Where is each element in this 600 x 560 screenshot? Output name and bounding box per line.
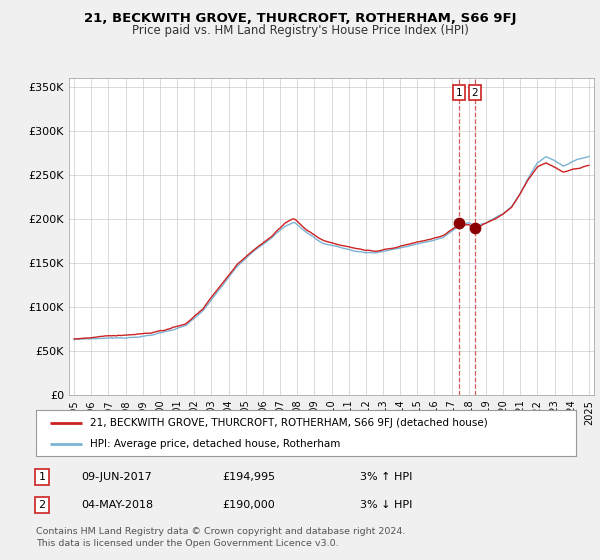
Text: 1: 1 bbox=[38, 472, 46, 482]
Text: 3% ↑ HPI: 3% ↑ HPI bbox=[360, 472, 412, 482]
Text: Price paid vs. HM Land Registry's House Price Index (HPI): Price paid vs. HM Land Registry's House … bbox=[131, 24, 469, 36]
Text: £194,995: £194,995 bbox=[222, 472, 275, 482]
Text: HPI: Average price, detached house, Rotherham: HPI: Average price, detached house, Roth… bbox=[90, 439, 340, 449]
Text: 04-MAY-2018: 04-MAY-2018 bbox=[81, 500, 153, 510]
Text: 2: 2 bbox=[38, 500, 46, 510]
Point bbox=[454, 219, 464, 228]
Text: £190,000: £190,000 bbox=[222, 500, 275, 510]
Text: 3% ↓ HPI: 3% ↓ HPI bbox=[360, 500, 412, 510]
Text: 1: 1 bbox=[456, 88, 463, 98]
Point bbox=[470, 223, 479, 232]
Text: 21, BECKWITH GROVE, THURCROFT, ROTHERHAM, S66 9FJ (detached house): 21, BECKWITH GROVE, THURCROFT, ROTHERHAM… bbox=[90, 418, 488, 428]
Text: 21, BECKWITH GROVE, THURCROFT, ROTHERHAM, S66 9FJ: 21, BECKWITH GROVE, THURCROFT, ROTHERHAM… bbox=[84, 12, 516, 25]
Text: Contains HM Land Registry data © Crown copyright and database right 2024.: Contains HM Land Registry data © Crown c… bbox=[36, 528, 406, 536]
Text: This data is licensed under the Open Government Licence v3.0.: This data is licensed under the Open Gov… bbox=[36, 539, 338, 548]
Text: 2: 2 bbox=[471, 88, 478, 98]
Text: 09-JUN-2017: 09-JUN-2017 bbox=[81, 472, 152, 482]
